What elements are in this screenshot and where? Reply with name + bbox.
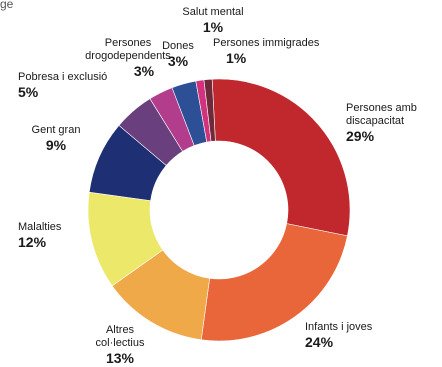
slice-name-text: Persones amb bbox=[346, 102, 417, 114]
slice-name-text: col·lectius bbox=[96, 337, 145, 349]
slice-percent-label: 24% bbox=[305, 334, 334, 350]
slice-name-text: Gent gran bbox=[32, 124, 81, 136]
corner-text: ge bbox=[0, 0, 14, 11]
slice-percent-label: 3% bbox=[168, 53, 189, 69]
slice-percent-label: 3% bbox=[134, 63, 155, 79]
slice-persones-immigrades bbox=[203, 78, 216, 142]
slice-name-text: Malalties bbox=[18, 221, 62, 233]
slice-name-text: Salut mental bbox=[182, 6, 243, 18]
slice-name-text: Persones bbox=[105, 37, 152, 49]
slice-percent-label: 5% bbox=[18, 84, 39, 100]
slice-name-text: Altres bbox=[106, 324, 135, 336]
slice-percent-label: 13% bbox=[106, 350, 135, 366]
slice-name-text: Infants i joves bbox=[305, 321, 373, 333]
slice-name-text: Pobresa i exclusió bbox=[18, 71, 107, 83]
slice-infants-i-joves bbox=[200, 223, 348, 342]
slice-percent-label: 9% bbox=[46, 137, 67, 153]
slice-name-text: discapacitat bbox=[346, 115, 404, 127]
slice-percent-label: 1% bbox=[226, 50, 247, 66]
slice-percent-label: 29% bbox=[346, 128, 375, 144]
slice-name-text: Dones bbox=[162, 40, 194, 52]
slice-percent-label: 12% bbox=[18, 234, 47, 250]
slice-persones-amb-discapacitat bbox=[211, 78, 351, 237]
slice-percent-label: 1% bbox=[203, 19, 224, 35]
slice-name-text: Persones immigrades bbox=[213, 37, 320, 49]
slice-name-text: drogodependents bbox=[85, 50, 171, 62]
